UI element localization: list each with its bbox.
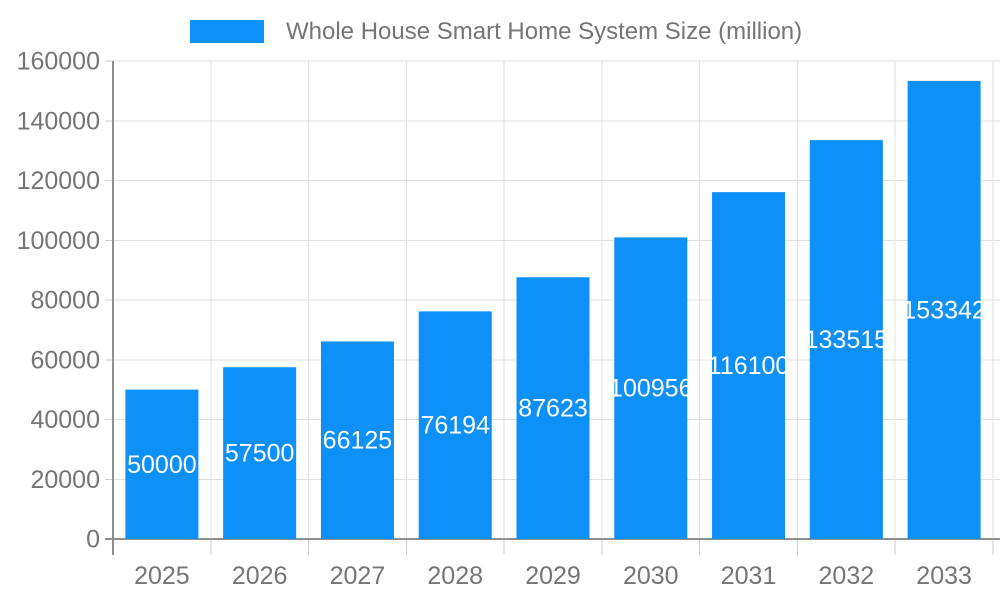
bar[interactable] bbox=[418, 311, 492, 539]
y-axis-label: 60000 bbox=[30, 346, 100, 374]
legend: Whole House Smart Home System Size (mill… bbox=[190, 18, 802, 45]
bar-value-label: 100956 bbox=[609, 375, 692, 403]
bar[interactable] bbox=[223, 367, 297, 539]
bar[interactable] bbox=[320, 341, 394, 539]
x-axis-label: 2025 bbox=[134, 562, 190, 590]
x-axis-label: 2027 bbox=[330, 562, 386, 590]
labels: 0 20000 40000 60000 80000 100000 120000 140000 1… bbox=[17, 48, 986, 591]
bar-value-label: 87623 bbox=[518, 395, 588, 423]
y-axis-label: 0 bbox=[86, 526, 100, 554]
y-axis-label: 100000 bbox=[17, 227, 100, 255]
bar-value-label: 57500 bbox=[225, 440, 295, 468]
bar-value-label: 116100 bbox=[708, 352, 790, 380]
bar-value-label: 66125 bbox=[323, 427, 393, 455]
bar-value-label: 50000 bbox=[127, 451, 197, 479]
y-axis-label: 120000 bbox=[17, 167, 100, 195]
gridlines bbox=[113, 60, 1000, 539]
bars bbox=[125, 80, 981, 539]
x-axis-label: 2030 bbox=[623, 562, 679, 590]
bar[interactable] bbox=[516, 277, 590, 539]
legend-series-label: Whole House Smart Home System Size (mill… bbox=[286, 18, 802, 45]
x-axis-label: 2029 bbox=[525, 562, 581, 590]
bar-value-label: 133515 bbox=[805, 326, 888, 354]
bar[interactable] bbox=[614, 237, 688, 539]
y-axis-label: 140000 bbox=[17, 107, 100, 135]
x-axis-label: 2026 bbox=[232, 562, 288, 590]
y-axis-label: 160000 bbox=[17, 48, 100, 76]
y-axis-label: 40000 bbox=[30, 406, 100, 434]
bar-value-label: 153342 bbox=[902, 296, 985, 324]
bar[interactable] bbox=[809, 140, 883, 539]
bar[interactable] bbox=[907, 80, 981, 539]
x-axis-label: 2028 bbox=[427, 562, 483, 590]
y-axis-label: 80000 bbox=[30, 287, 100, 315]
legend-swatch bbox=[190, 20, 264, 43]
x-axis-label: 2032 bbox=[819, 562, 875, 590]
bar[interactable] bbox=[125, 389, 199, 539]
x-axis-label: 2031 bbox=[721, 562, 777, 590]
bar[interactable] bbox=[712, 192, 786, 539]
y-axis-label: 20000 bbox=[30, 466, 100, 494]
bar-value-label: 76194 bbox=[420, 412, 490, 440]
x-axis-label: 2033 bbox=[916, 562, 972, 590]
